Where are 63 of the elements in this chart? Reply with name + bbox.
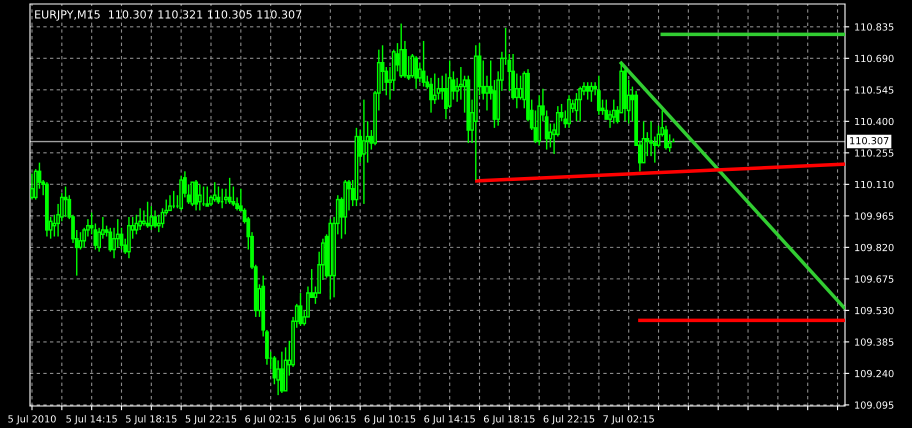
x-tick-label: 6 Jul 22:15 xyxy=(544,415,594,424)
candlestick xyxy=(514,72,519,109)
y-tick-label: 109.240 xyxy=(855,370,894,378)
candlestick xyxy=(138,208,142,231)
candlestick xyxy=(485,75,489,112)
candlestick xyxy=(612,98,616,124)
candlestick xyxy=(280,350,284,394)
y-tick-label: 110.690 xyxy=(855,54,894,62)
y-tick-label: 109.965 xyxy=(855,212,894,220)
candlestick xyxy=(146,201,150,229)
candlestick xyxy=(194,179,198,212)
y-tick-label: 109.385 xyxy=(855,338,894,346)
y-tick-label: 110.835 xyxy=(855,23,894,31)
x-tick-label: 6 Jul 02:15 xyxy=(245,415,296,424)
x-tick-label: 6 Jul 18:15 xyxy=(484,415,535,424)
y-tick-label: 109.675 xyxy=(855,275,894,283)
x-tick-label: 6 Jul 06:15 xyxy=(304,415,356,424)
y-tick-label: 109.820 xyxy=(855,244,894,252)
candlestick xyxy=(458,66,463,100)
y-tick-label: 110.110 xyxy=(855,180,894,188)
candlestick xyxy=(518,75,522,100)
candlestick xyxy=(567,94,571,129)
x-tick-label: 6 Jul 10:15 xyxy=(364,415,416,424)
y-tick-label: 110.545 xyxy=(855,86,894,94)
y-tick-label: 110.400 xyxy=(855,118,894,126)
y-tick-label: 110.255 xyxy=(855,149,894,157)
x-tick-label: 7 Jul 02:15 xyxy=(603,415,654,424)
candlestick xyxy=(586,82,590,100)
y-tick-label: 109.095 xyxy=(855,401,894,409)
candlestick xyxy=(78,231,82,250)
candlestick xyxy=(298,292,302,326)
candlestick xyxy=(578,86,582,122)
x-tick-label: 6 Jul 14:15 xyxy=(424,415,475,424)
candlestick xyxy=(668,134,672,152)
candlestick xyxy=(216,186,220,205)
candlestick xyxy=(205,186,210,207)
candlestick xyxy=(362,98,366,205)
candlestick xyxy=(590,82,594,102)
candlestick xyxy=(198,184,202,212)
x-tick-label: 5 Jul 2010 xyxy=(8,415,56,424)
candlestick xyxy=(422,40,426,88)
y-tick-label: 109.530 xyxy=(855,306,894,314)
candlestick xyxy=(149,205,154,231)
candlestick xyxy=(414,55,418,90)
candlestick xyxy=(212,181,217,202)
candlestick xyxy=(436,77,440,100)
text: EURJPY,M15 110.307 110.321 110.305 110.307 xyxy=(35,10,302,21)
candlestick xyxy=(153,210,157,229)
candlestick xyxy=(276,360,280,396)
candlestick xyxy=(168,194,172,212)
x-tick-label: 5 Jul 22:15 xyxy=(186,415,236,424)
candlestick xyxy=(429,77,433,114)
candlestick xyxy=(380,44,384,92)
x-tick-label: 5 Jul 18:15 xyxy=(126,415,177,424)
candlestick xyxy=(190,181,194,207)
candlestick xyxy=(228,177,232,205)
candlestick xyxy=(30,172,34,200)
ref-line-label: 110.307 xyxy=(850,137,888,144)
x-tick-label: 5 Jul 14:15 xyxy=(66,415,117,424)
candlestick xyxy=(432,72,437,105)
candlestick xyxy=(224,188,228,205)
candlestick xyxy=(596,75,601,116)
candlestick xyxy=(64,186,68,218)
